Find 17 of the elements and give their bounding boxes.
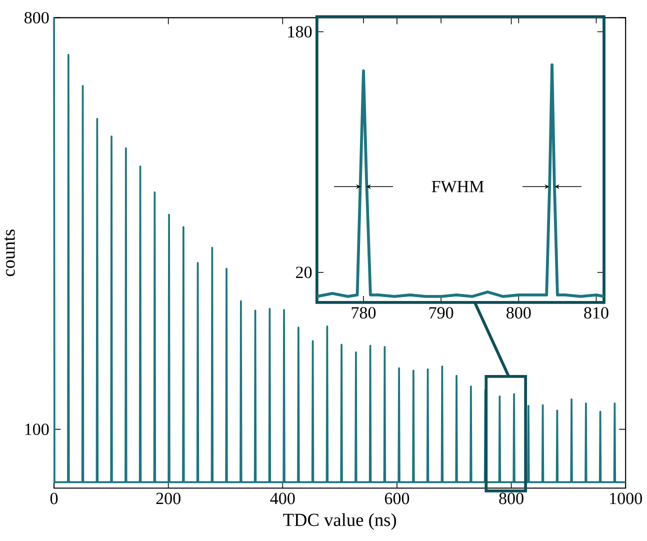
x-tick-label: 0 [50, 492, 58, 504]
x-axis-title: TDC value (ns) [283, 513, 396, 530]
y-axis-title: counts [4, 230, 15, 276]
x-tick-label: 790 [429, 307, 454, 319]
line-series [53, 16, 627, 484]
y-tick-label: 180 [288, 26, 312, 38]
x-tick-label: 200 [156, 492, 180, 504]
y-tick-label: 100 [25, 424, 49, 435]
annotation: FWHM [432, 180, 484, 192]
x-tick-label: 400 [270, 492, 295, 504]
x-tick-label: 600 [384, 492, 410, 504]
y-tick-label: 20 [296, 266, 312, 278]
x-tick-label: 780 [352, 307, 376, 319]
x-tick-label: 810 [584, 307, 608, 319]
x-tick-label: 1000 [610, 492, 642, 504]
x-tick-label: 800 [499, 492, 524, 504]
x-tick-label: 800 [506, 307, 531, 319]
